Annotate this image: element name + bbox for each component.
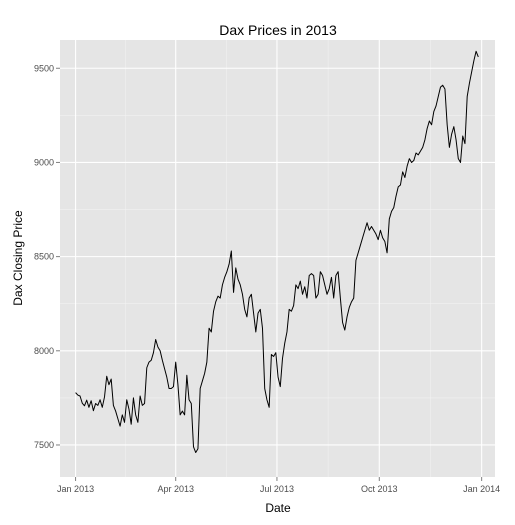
x-tick-label: Jan 2014 xyxy=(463,484,500,494)
axis-layer: 7500 8000 8500 9000 9500 Jan 2013 Apr 2013 Jul … xyxy=(34,63,500,494)
series-line xyxy=(75,50,479,454)
x-axis-title: Date xyxy=(265,501,291,515)
y-tick-label: 8500 xyxy=(34,252,54,262)
x-tick-label: Jul 2013 xyxy=(260,484,294,494)
y-tick-label: 7500 xyxy=(34,440,54,450)
y-tick-label: 9000 xyxy=(34,157,54,167)
y-axis-title: Dax Closing Price xyxy=(11,210,25,306)
x-tick-label: Apr 2013 xyxy=(157,484,194,494)
y-tick-label: 8000 xyxy=(34,346,54,356)
grid-lines xyxy=(60,40,495,477)
chart-title: Dax Prices in 2013 xyxy=(219,22,337,38)
x-tick-label: Jan 2013 xyxy=(57,484,94,494)
y-tick-label: 9500 xyxy=(34,63,54,73)
x-tick-label: Oct 2013 xyxy=(361,484,398,494)
series-layer xyxy=(75,50,479,454)
